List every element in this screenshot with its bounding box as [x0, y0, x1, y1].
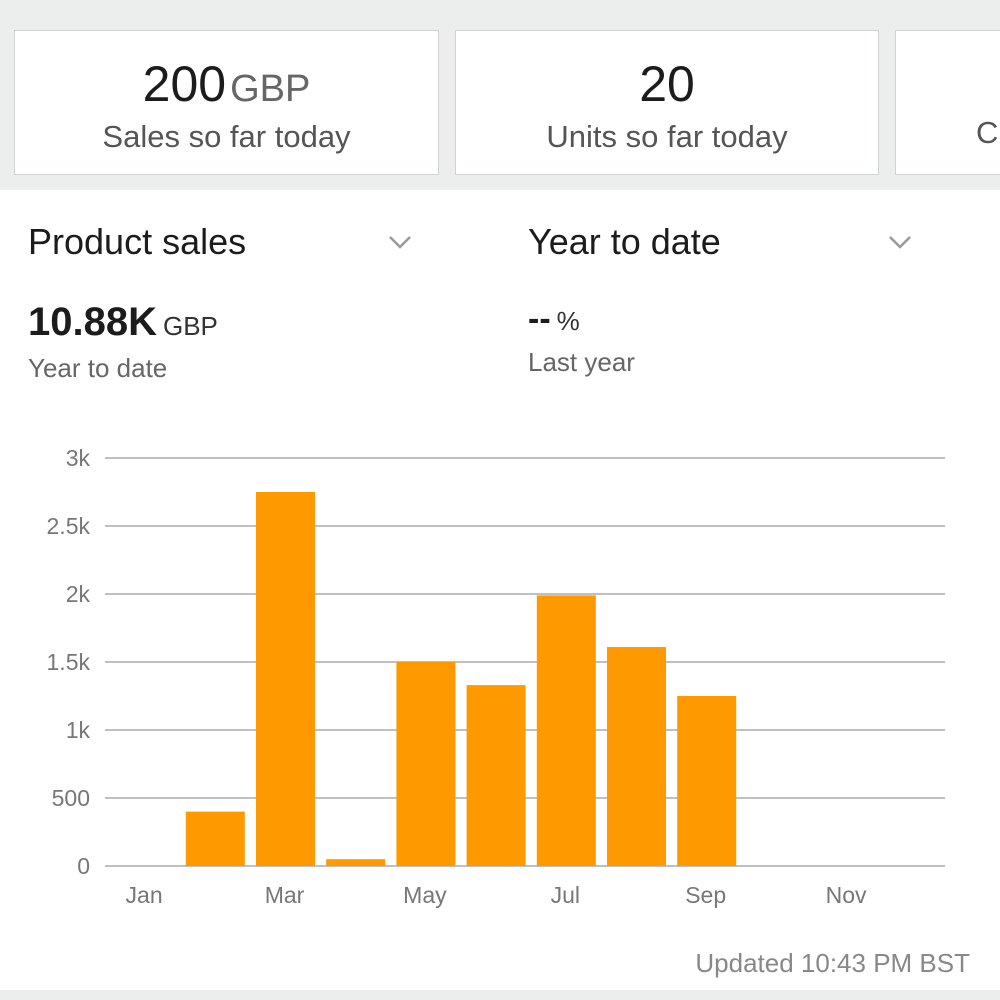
y-tick-label: 500 — [52, 785, 90, 811]
sales-today-value: 200 GBP — [142, 56, 311, 112]
y-tick-label: 1k — [66, 717, 91, 743]
sales-today-unit: GBP — [230, 68, 311, 110]
bar-apr[interactable] — [326, 859, 386, 866]
metric-dropdown[interactable]: Product sales — [28, 212, 246, 272]
y-tick-label: 2.5k — [47, 513, 91, 539]
bar-may[interactable] — [396, 662, 456, 866]
x-tick-label: May — [403, 882, 447, 908]
bottom-divider — [0, 990, 1000, 1000]
ytd-value: 10.88K — [28, 300, 157, 344]
y-tick-label: 1.5k — [47, 649, 91, 675]
x-tick-label: Nov — [826, 882, 867, 908]
last-year-label: Last year — [528, 347, 635, 377]
date-range-dropdown[interactable]: Year to date — [528, 212, 721, 272]
sales-today-card[interactable]: 200 GBP Sales so far today — [14, 30, 439, 175]
monthly-sales-bar-chart: 0 500 1k 1.5k 2k 2.5k 3k Jan Mar May Jul Sep Nov — [47, 445, 945, 908]
metric-dropdown-label: Product sales — [28, 221, 247, 262]
ytd-unit: GBP — [162, 311, 218, 341]
bar-aug[interactable] — [607, 647, 666, 866]
x-tick-label: Jul — [551, 882, 580, 908]
updated-timestamp: Updated 10:43 PM BST — [695, 948, 970, 978]
x-tick-label: Mar — [265, 882, 305, 908]
sales-chart-panel: Product sales Year to date 10.88K GBP Yea… — [0, 190, 1000, 990]
y-tick-label: 3k — [66, 445, 91, 471]
units-today-card[interactable]: 20 Units so far today — [455, 30, 879, 175]
third-summary-card[interactable]: C — [895, 30, 1000, 175]
ytd-label: Year to date — [28, 353, 168, 383]
bar-jul[interactable] — [536, 595, 596, 866]
date-range-dropdown-label: Year to date — [528, 221, 721, 262]
chevron-down-icon[interactable] — [388, 230, 412, 254]
x-tick-label: Sep — [685, 882, 726, 908]
bar-jun[interactable] — [466, 685, 526, 866]
y-tick-label: 2k — [66, 581, 91, 607]
third-card-label: C — [976, 115, 999, 150]
units-today-label: Units so far today — [546, 119, 788, 154]
units-today-value: 20 — [639, 56, 695, 112]
bar-sep[interactable] — [677, 696, 737, 866]
y-tick-label: 0 — [77, 853, 90, 879]
bar-feb[interactable] — [185, 811, 245, 866]
chevron-down-icon[interactable] — [888, 230, 912, 254]
ytd-stat: 10.88K GBP Year to date — [28, 300, 218, 384]
x-tick-label: Jan — [126, 882, 163, 908]
last-year-value: -- — [528, 300, 551, 338]
bar-mar[interactable] — [256, 492, 315, 866]
last-year-unit: % — [556, 306, 580, 336]
sales-today-label: Sales so far today — [102, 119, 351, 154]
last-year-stat: --% Last year — [528, 300, 635, 378]
